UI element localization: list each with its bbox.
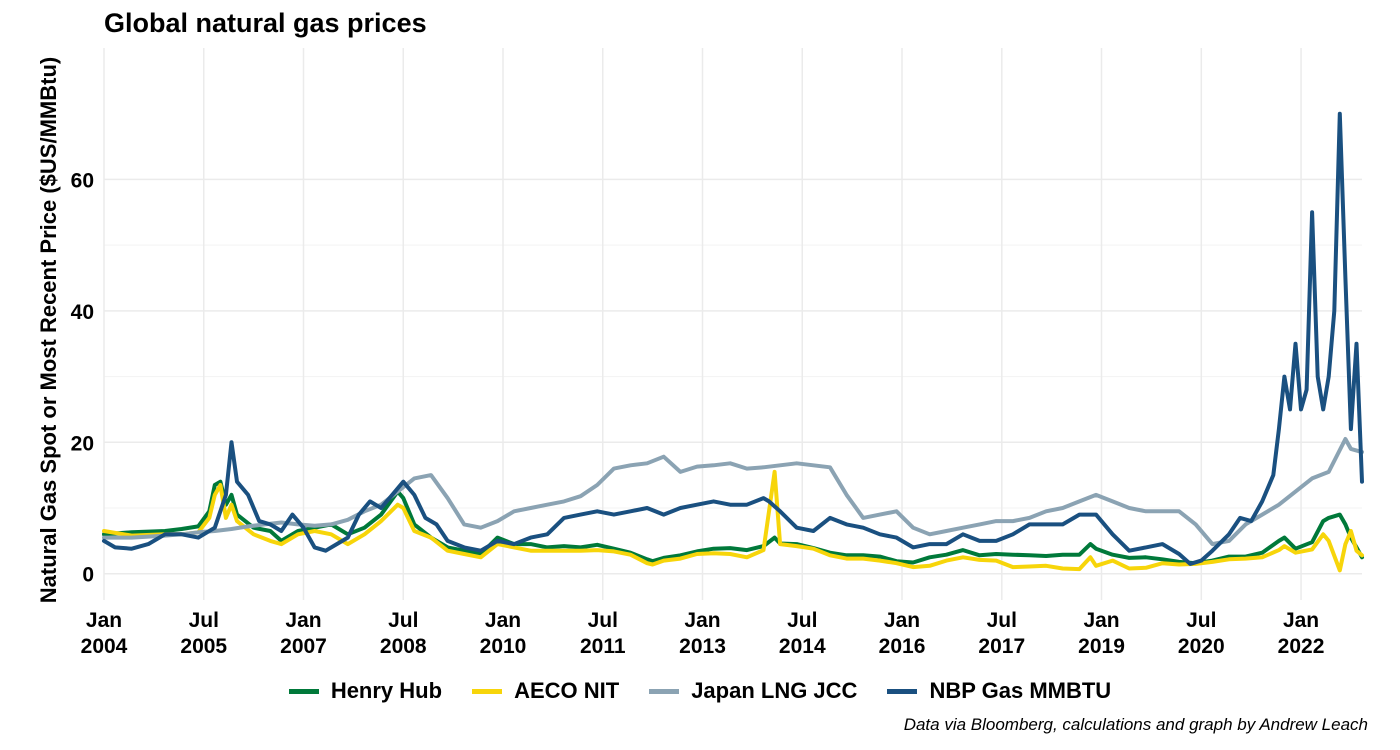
legend-swatch (887, 688, 918, 694)
y-tick-label: 40 (71, 301, 94, 324)
series-line-aeco-nit (102, 469, 1364, 573)
x-tick-label-year: 2007 (280, 635, 327, 658)
x-tick-label-year: 2017 (978, 635, 1025, 658)
y-tick-label: 0 (82, 564, 94, 587)
legend-swatch (288, 688, 319, 694)
series-line-nbp-gas-mmbtu (102, 111, 1364, 566)
source-caption: Data via Bloomberg, calculations and gra… (903, 715, 1368, 734)
series-line-japan-lng-jcc (102, 437, 1364, 547)
x-tick-label-year: 2020 (1178, 635, 1225, 658)
legend-item: NBP Gas MMBTU (887, 678, 1111, 704)
series-lines (102, 111, 1364, 573)
legend: Henry Hub AECO NIT Japan LNG JCC NBP Gas MM… (0, 678, 1400, 704)
x-tick-label-month: Jul (1186, 609, 1216, 632)
x-tick-label-month: Jan (285, 609, 321, 632)
x-tick-label-month: Jul (987, 609, 1017, 632)
legend-item: Henry Hub (288, 678, 443, 704)
legend-swatch (649, 688, 680, 694)
x-tick-label-year: 2022 (1278, 635, 1325, 658)
legend-label: NBP Gas MMBTU (929, 678, 1112, 703)
x-tick-label-year: 2014 (779, 635, 826, 658)
x-tick-label-month: Jan (884, 609, 920, 632)
chart-title: Global natural gas prices (104, 8, 427, 38)
legend-label: AECO NIT (514, 678, 620, 703)
x-tick-label-year: 2008 (380, 635, 427, 658)
x-tick-label-year: 2011 (580, 635, 626, 658)
x-axis: Jan 2004 Jul 2005 Jan 2007 Jul 2008 Jan 2010 Jul 20… (81, 609, 1325, 658)
legend-label: Henry Hub (330, 678, 443, 703)
legend-swatch (472, 688, 503, 694)
x-tick-label-year: 2010 (480, 635, 527, 658)
x-tick-label-month: Jul (189, 609, 219, 632)
x-tick-label-month: Jan (86, 609, 122, 632)
y-axis: 0 20 40 60 (71, 169, 94, 586)
x-tick-label-year: 2013 (679, 635, 726, 658)
legend-item: Japan LNG JCC (649, 678, 857, 704)
x-tick-label-month: Jul (388, 609, 418, 632)
y-tick-label: 60 (71, 169, 94, 192)
chart-area: 0 20 40 60 Jan 2004 Jul 2005 Jan 2007 Jul 2008 Jan 2… (36, 48, 1364, 658)
legend-label: Japan LNG JCC (691, 678, 858, 703)
y-axis-title: Natural Gas Spot or Most Recent Price ($… (36, 57, 61, 603)
x-tick-label-month: Jan (1083, 609, 1119, 632)
x-tick-label-month: Jan (1283, 609, 1319, 632)
x-tick-label-month: Jul (787, 609, 817, 632)
x-tick-label-year: 2004 (81, 635, 128, 658)
legend-item: AECO NIT (472, 678, 619, 704)
x-tick-label-month: Jul (588, 609, 618, 632)
x-tick-label-month: Jan (684, 609, 720, 632)
x-tick-label-year: 2005 (180, 635, 227, 658)
x-tick-label-month: Jan (485, 609, 521, 632)
x-tick-label-year: 2019 (1078, 635, 1125, 658)
y-tick-label: 20 (71, 432, 94, 455)
x-tick-label-year: 2016 (879, 635, 926, 658)
